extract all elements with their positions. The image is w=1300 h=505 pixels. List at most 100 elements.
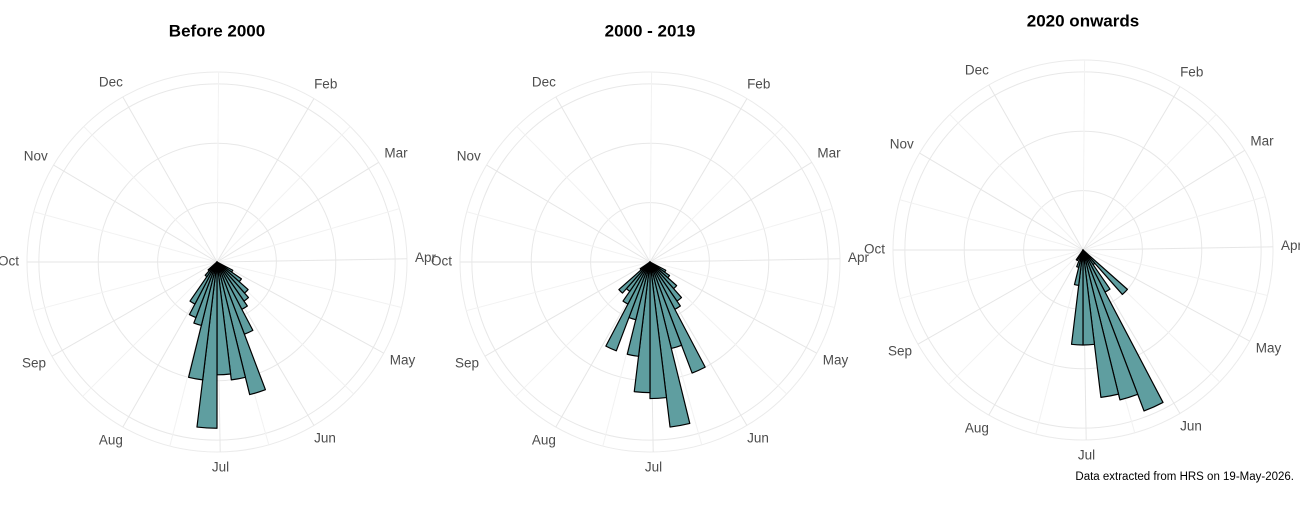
minor-spoke — [216, 208, 400, 263]
minor-spoke — [649, 208, 833, 263]
month-label: Aug — [532, 433, 556, 448]
grid-spoke — [917, 249, 1084, 345]
minor-spoke — [649, 72, 653, 263]
minor-spoke — [83, 126, 218, 263]
bar — [649, 261, 668, 400]
bar — [1082, 249, 1164, 412]
month-label: Oct — [0, 254, 19, 269]
grid-spoke — [555, 96, 651, 263]
month-label: Dec — [532, 75, 556, 90]
month-label: Jul — [645, 460, 662, 475]
month-label: Apr — [848, 250, 870, 265]
minor-spoke — [216, 72, 220, 263]
minor-spoke — [82, 261, 218, 397]
month-label: Apr — [1281, 238, 1300, 253]
bar — [216, 261, 247, 381]
grid-spoke — [484, 261, 651, 357]
month-label: Sep — [888, 344, 912, 359]
month-label: Sep — [22, 356, 46, 371]
minor-spoke — [33, 211, 218, 263]
minor-spoke — [649, 126, 784, 263]
bar — [1082, 249, 1139, 401]
grid-spoke — [1082, 246, 1273, 251]
month-label: Nov — [24, 148, 48, 163]
month-label: Jul — [212, 460, 229, 475]
polar-chart: Before 2000 Feb Mar Apr May Jun Jul Aug Sep Oct No… — [0, 21, 436, 474]
bar — [1082, 249, 1129, 296]
grid-spoke — [919, 152, 1084, 251]
caption: Data extracted from HRS on 19-May-2026. — [1075, 471, 1294, 483]
minor-spoke — [899, 199, 1084, 251]
month-label: Nov — [890, 136, 914, 151]
grid-spoke — [988, 249, 1084, 416]
minor-spoke — [1082, 114, 1217, 251]
grid-spoke — [1082, 249, 1250, 342]
month-label: Mar — [1250, 134, 1274, 149]
month-label: Jun — [1180, 419, 1202, 434]
grid-spoke — [1082, 149, 1246, 251]
month-label: Sep — [455, 356, 479, 371]
minor-spoke — [899, 249, 1084, 300]
month-label: Oct — [864, 242, 885, 257]
grid-spoke — [216, 161, 380, 263]
month-label: Dec — [99, 75, 123, 90]
month-label: Oct — [431, 254, 452, 269]
minor-spoke — [1082, 249, 1268, 296]
month-label: Dec — [965, 63, 989, 78]
grid-spoke — [216, 261, 384, 354]
month-label: Feb — [747, 76, 770, 91]
minor-spoke — [466, 261, 651, 312]
month-label: Mar — [384, 146, 408, 161]
month-label: Jun — [314, 431, 336, 446]
grid-spoke — [122, 96, 218, 263]
minor-spoke — [33, 261, 218, 312]
month-label: Jul — [1078, 448, 1095, 463]
polar-chart: 2020 onwards Feb Mar Apr May Jun Jul Aug Sep Oct N… — [864, 11, 1300, 462]
month-label: Mar — [817, 146, 841, 161]
month-label: Aug — [965, 421, 989, 436]
bar — [618, 261, 651, 294]
month-label: Aug — [99, 433, 123, 448]
bar — [1075, 249, 1084, 262]
chart-title: 2020 onwards — [1027, 11, 1139, 30]
minor-spoke — [949, 114, 1084, 251]
minor-spoke — [216, 261, 402, 308]
grid-spoke — [51, 261, 218, 357]
grid-spoke — [649, 161, 813, 263]
minor-spoke — [1082, 196, 1266, 251]
chart-title: Before 2000 — [169, 21, 265, 40]
bar — [649, 261, 706, 374]
grid-spoke — [53, 164, 218, 263]
month-label: May — [390, 352, 416, 367]
month-label: May — [1256, 340, 1282, 355]
month-label: Apr — [415, 250, 437, 265]
minor-spoke — [216, 126, 351, 263]
month-label: May — [823, 352, 849, 367]
bar — [639, 261, 651, 271]
month-label: Feb — [314, 76, 337, 91]
minor-spoke — [1082, 60, 1086, 251]
month-label: Nov — [457, 148, 481, 163]
bar — [1082, 249, 1120, 398]
month-label: Feb — [1180, 64, 1203, 79]
grid-spoke — [216, 258, 407, 263]
grid-spoke — [988, 84, 1084, 251]
bar — [649, 261, 691, 428]
minor-spoke — [516, 126, 651, 263]
grid-spoke — [649, 98, 748, 263]
bar — [1076, 249, 1084, 268]
minor-spoke — [466, 211, 651, 263]
month-label: Jun — [747, 431, 769, 446]
grid-spoke — [486, 164, 651, 263]
bar — [216, 261, 267, 396]
bar — [207, 261, 218, 272]
grid-spoke — [649, 261, 817, 354]
minor-spoke — [948, 249, 1084, 385]
polar-chart: 2000 - 2019 Feb Mar Apr May Jun Jul Aug Sep Oct No… — [431, 21, 869, 474]
grid-spoke — [649, 258, 840, 263]
grid-spoke — [216, 98, 315, 263]
minor-spoke — [649, 261, 835, 308]
grid-spoke — [1082, 86, 1181, 251]
chart-title: 2000 - 2019 — [605, 21, 696, 40]
